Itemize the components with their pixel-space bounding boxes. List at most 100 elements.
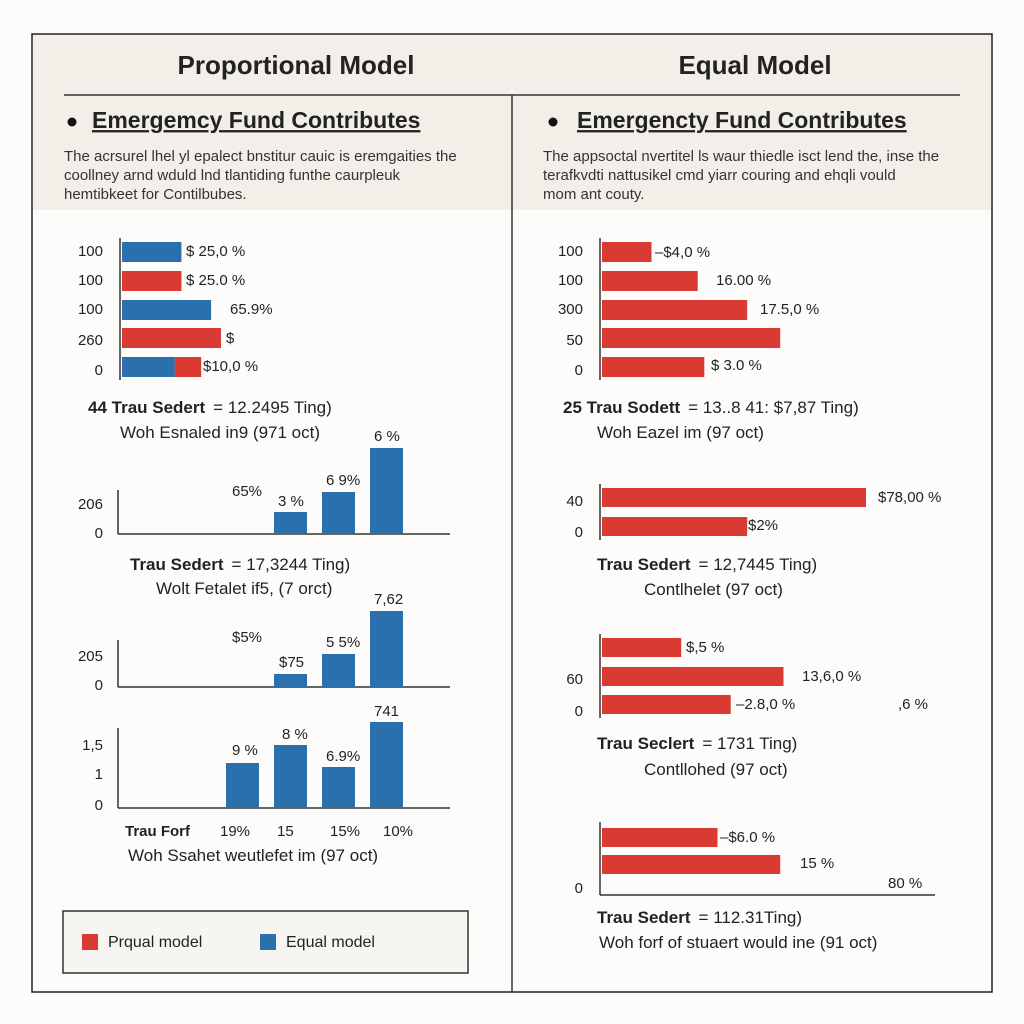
bar-annotation: 17.5,0 % [760, 301, 819, 318]
bar [602, 300, 748, 320]
description-line: mom ant couty. [543, 186, 644, 203]
bar [370, 722, 403, 808]
bar [226, 763, 259, 808]
caption-text: = 17,3244 Ting) [232, 555, 351, 574]
caption-bold: Trau Sedert [597, 908, 691, 927]
x-label: 19% [220, 823, 250, 840]
bar-annotation: 8 % [282, 726, 308, 743]
bar-annotation: 9 % [232, 742, 258, 759]
y-label: 100 [78, 243, 103, 260]
y-label: 100 [558, 272, 583, 289]
legend-swatch [82, 934, 98, 950]
caption-text: = 13..8 41: $7,87 Ting) [688, 398, 859, 417]
description-line: The appsoctal nvertitel ls waur thiedle … [543, 148, 939, 165]
y-label: 100 [78, 301, 103, 318]
y-label: 0 [95, 677, 103, 694]
bar [274, 674, 307, 687]
panel-title: Equal Model [678, 50, 831, 80]
bar-annotation: 7,62 [374, 591, 403, 608]
bullet-dot [548, 117, 558, 127]
description-line: terafkvdti nattusikel cmd yiarr couring … [543, 167, 896, 184]
bar [122, 357, 175, 377]
bar-annotation: $5% [232, 629, 262, 646]
bar-annotation: $,5 % [686, 639, 724, 656]
caption-text: Woh Eazel im (97 oct) [597, 423, 764, 442]
bar [370, 448, 403, 534]
y-label: 300 [558, 301, 583, 318]
bar-annotation: 65% [232, 483, 262, 500]
bar-annotation: $78,00 % [878, 489, 941, 506]
caption-line: 44 Trau Sedert = 12.2495 Ting) [88, 398, 332, 417]
caption-bold: Trau Seclert [597, 734, 695, 753]
bar-annotation: 80 % [888, 875, 922, 892]
bar-annotation: $ 25.0 % [186, 272, 245, 289]
caption-line: Woh Esnaled in9 (971 oct) [120, 423, 320, 442]
bar-annotation: 3 % [278, 493, 304, 510]
bullet-heading: Emergencty Fund Contributes [577, 107, 907, 133]
y-label: 206 [78, 496, 103, 513]
bar [122, 271, 182, 291]
y-label: 0 [95, 797, 103, 814]
caption-text: Contlhelet (97 oct) [644, 580, 783, 599]
y-label: 100 [78, 272, 103, 289]
caption-line: Wolt Fetalet if5, (7 orct) [156, 579, 332, 598]
bar [322, 767, 355, 808]
bar [322, 492, 355, 534]
bar-annotation: 6 % [374, 428, 400, 445]
bar [174, 357, 202, 377]
bar [602, 357, 705, 377]
bar-annotation: $ 3.0 % [711, 357, 762, 374]
caption-line: 25 Trau Sodett = 13..8 41: $7,87 Ting) [563, 398, 859, 417]
bar [370, 611, 403, 687]
description-line: coollney arnd wduld lnd tlantiding funth… [64, 167, 401, 184]
caption-line: Trau Seclert = 1731 Ting) [597, 734, 797, 753]
bar [602, 667, 784, 686]
x-label: 15 [277, 823, 294, 840]
bar-annotation: $ 25,0 % [186, 243, 245, 260]
bullet-heading: Emergemcy Fund Contributes [92, 107, 420, 133]
bar-annotation: 741 [374, 703, 399, 720]
bar [602, 855, 781, 874]
y-label: 205 [78, 648, 103, 665]
bar [602, 271, 698, 291]
y-label: 0 [575, 362, 583, 379]
caption-text: Woh Ssahet weutlefet im (97 oct) [128, 846, 378, 865]
legend-label: Prqual model [108, 934, 202, 951]
bar [602, 828, 718, 847]
caption-text: = 112.31Ting) [699, 908, 803, 927]
bar [122, 242, 182, 262]
caption-text: Wolt Fetalet if5, (7 orct) [156, 579, 332, 598]
bar-annotation: –$6.0 % [720, 829, 775, 846]
bar [602, 488, 866, 507]
caption-text: = 12.2495 Ting) [213, 398, 332, 417]
caption-text: = 1731 Ting) [702, 734, 797, 753]
description-line: The acrsurel lhel yl epalect bnstitur ca… [64, 148, 457, 165]
bar [322, 654, 355, 687]
bar-annotation: 15 % [800, 855, 834, 872]
description-line: hemtibkeet for Contilbubes. [64, 186, 247, 203]
x-axis-title: Trau Forf [125, 823, 191, 840]
caption-line: Woh forf of stuaert would ine (91 oct) [599, 933, 877, 952]
caption-line: Contlhelet (97 oct) [644, 580, 783, 599]
y-label: 40 [566, 493, 583, 510]
caption-line: Trau Sedert = 12,7445 Ting) [597, 555, 817, 574]
bar-annotation: –2.8,0 % [736, 696, 795, 713]
bar-annotation: $10,0 % [203, 358, 258, 375]
caption-bold: Trau Sedert [597, 555, 691, 574]
y-label: 1,5 [82, 737, 103, 754]
caption-line: Woh Ssahet weutlefet im (97 oct) [128, 846, 378, 865]
bar-annotation: 16.00 % [716, 272, 771, 289]
caption-bold: 25 Trau Sodett [563, 398, 680, 417]
x-label: 15% [330, 823, 360, 840]
bar [602, 638, 682, 657]
bar-annotation: 6.9% [326, 748, 360, 765]
bar-annotation: 13,6,0 % [802, 668, 861, 685]
bar [602, 695, 731, 714]
bar [602, 328, 781, 348]
y-label: 0 [575, 524, 583, 541]
bar-annotation: 5 5% [326, 634, 360, 651]
y-label: 60 [566, 671, 583, 688]
legend-swatch [260, 934, 276, 950]
bar-annotation: 6 9% [326, 472, 360, 489]
caption-text: Woh Esnaled in9 (971 oct) [120, 423, 320, 442]
